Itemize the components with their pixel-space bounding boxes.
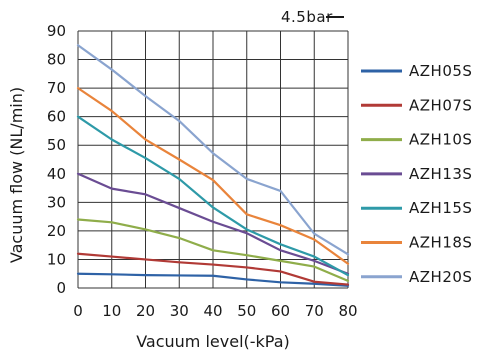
x-tick-labels: 0 10 20 30 40 50 60 70 80: [73, 302, 357, 320]
grid: [77, 30, 349, 289]
legend-label-azh13s: AZH13S: [409, 165, 472, 183]
x-tick-label-1: 10: [102, 302, 121, 320]
legend-label-azh07s: AZH07S: [409, 96, 472, 114]
pressure-annotation: 4.5bar: [281, 8, 344, 26]
legend: AZH05S AZH07S AZH10S AZH13S AZH15S AZH18S AZH2…: [361, 62, 472, 286]
x-tick-label-0: 0: [73, 302, 83, 320]
x-tick-label-2: 20: [136, 302, 155, 320]
x-tick-label-6: 60: [271, 302, 290, 320]
annotation-label: 4.5bar: [281, 8, 333, 26]
series-line-azh05s: [76, 272, 350, 287]
x-tick-label-7: 70: [305, 302, 324, 320]
series-lines: [76, 44, 350, 287]
series-line-azh18s: [76, 87, 350, 265]
series-line-azh15s: [76, 115, 350, 277]
x-tick-label-3: 30: [170, 302, 189, 320]
series-line-azh10s: [76, 218, 350, 282]
x-tick-label-5: 50: [237, 302, 256, 320]
y-tick-label-9: 90: [47, 22, 66, 40]
legend-label-azh20s: AZH20S: [409, 268, 472, 286]
y-axis-title: Vacuum flow (NL/min): [7, 87, 26, 263]
legend-label-azh18s: AZH18S: [409, 234, 472, 252]
series-line-azh07s: [76, 252, 350, 286]
series-line-azh20s: [76, 44, 350, 256]
y-tick-label-5: 50: [47, 136, 66, 154]
legend-label-azh05s: AZH05S: [409, 62, 472, 80]
legend-label-azh10s: AZH10S: [409, 131, 472, 149]
legend-label-azh15s: AZH15S: [409, 199, 472, 217]
y-tick-label-0: 0: [56, 279, 66, 297]
y-tick-labels: 0 10 20 30 40 50 60 70 80 90: [47, 22, 66, 297]
y-tick-label-2: 20: [47, 222, 66, 240]
x-tick-label-8: 80: [338, 302, 357, 320]
y-tick-label-1: 10: [47, 250, 66, 268]
y-tick-label-3: 30: [47, 193, 66, 211]
y-tick-label-8: 80: [47, 51, 66, 69]
x-tick-label-4: 40: [203, 302, 222, 320]
y-tick-label-7: 70: [47, 79, 66, 97]
series-line-azh13s: [76, 172, 350, 275]
x-axis-title: Vacuum level(-kPa): [136, 332, 290, 351]
y-tick-label-6: 60: [47, 108, 66, 126]
y-tick-label-4: 40: [47, 165, 66, 183]
